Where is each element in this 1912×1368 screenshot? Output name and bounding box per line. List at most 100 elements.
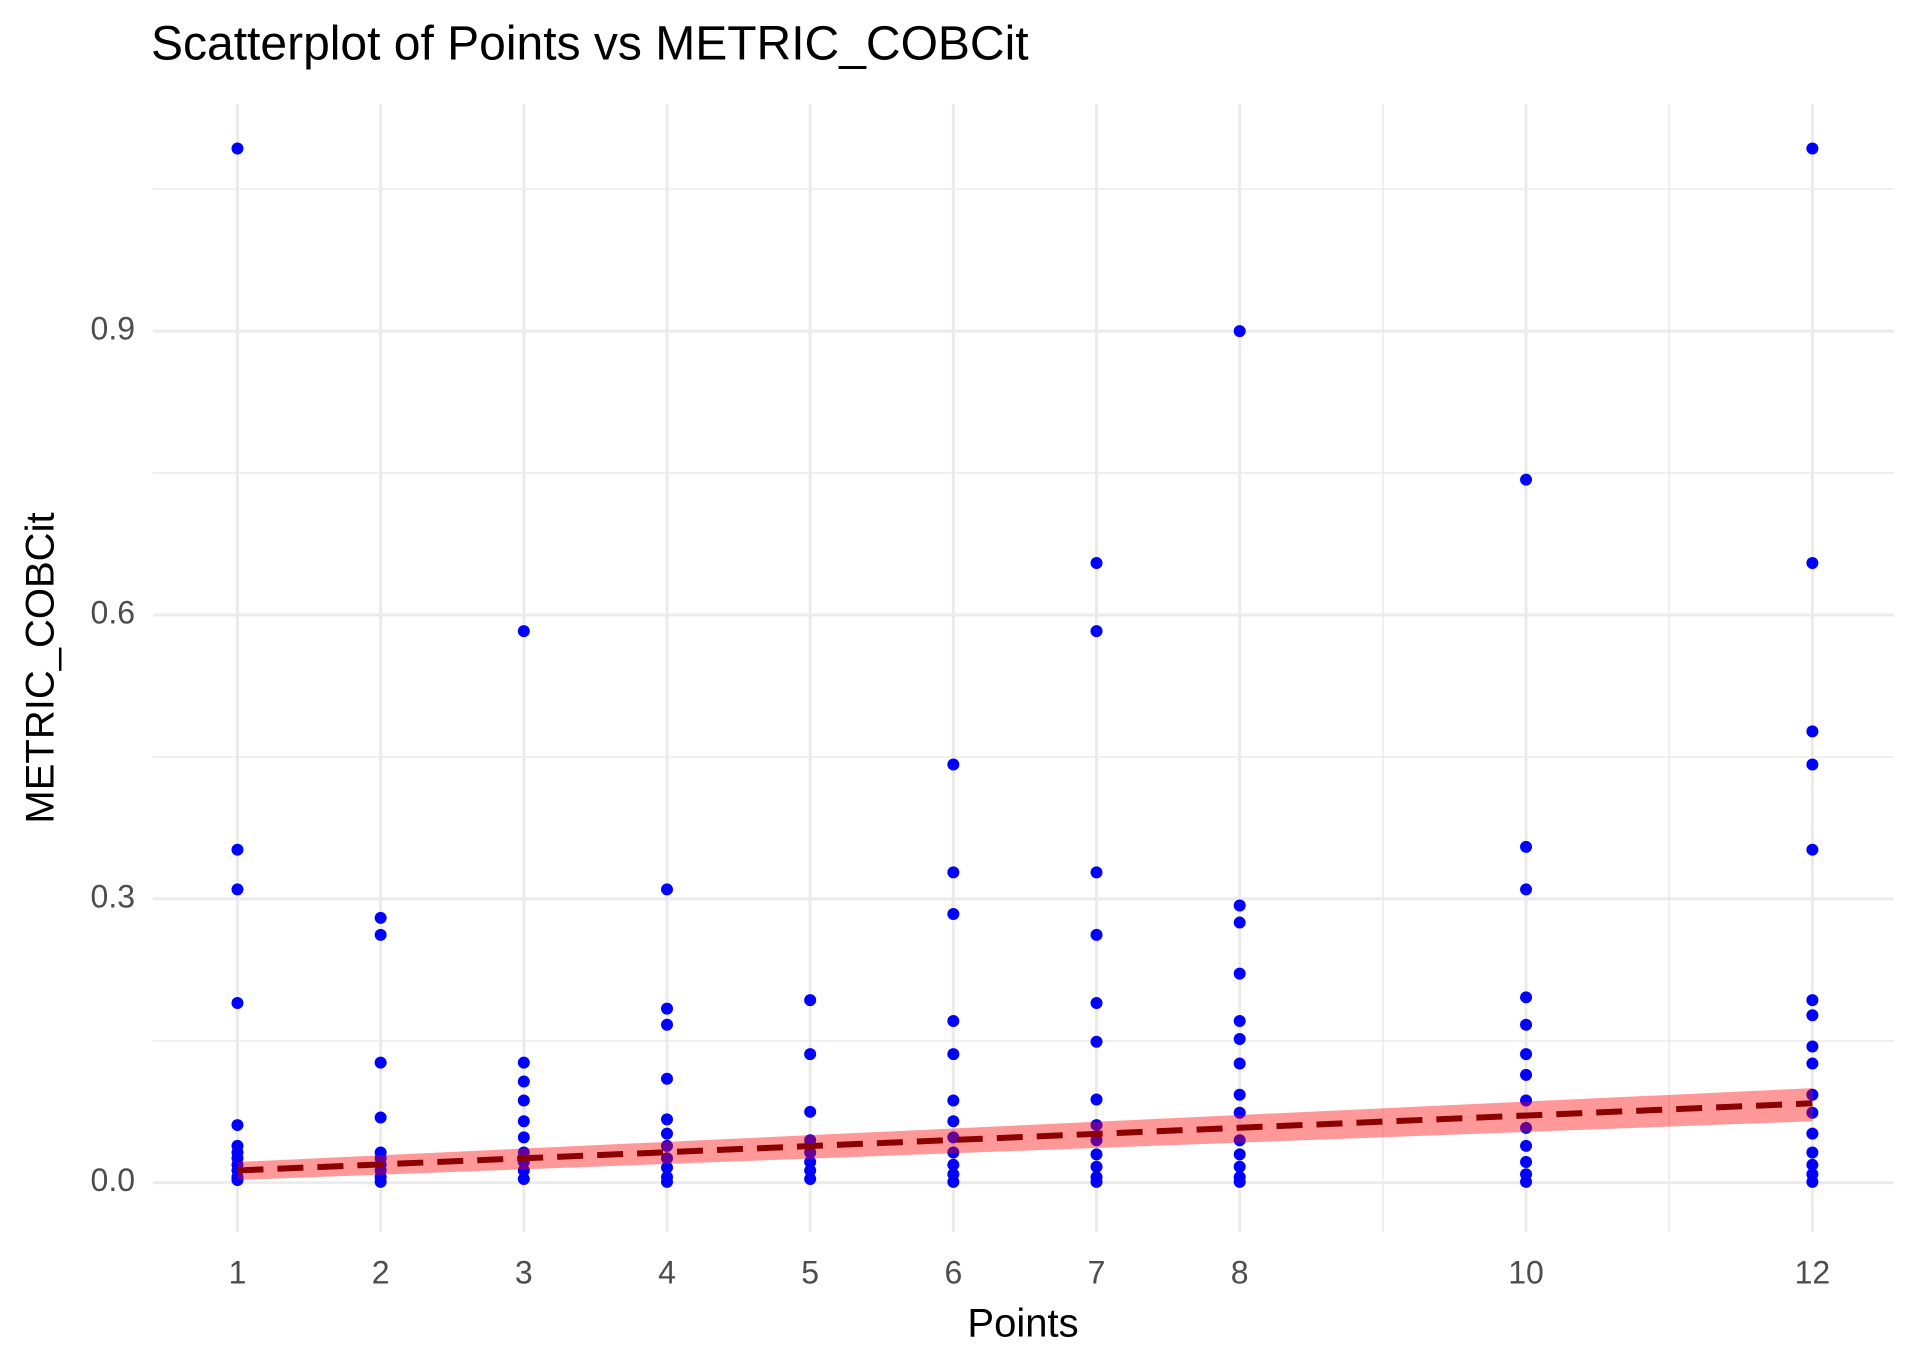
point <box>1806 142 1819 155</box>
point <box>660 1127 673 1140</box>
point <box>231 883 244 896</box>
x-tick-label: 2 <box>372 1254 390 1290</box>
point <box>1806 758 1819 771</box>
point <box>1233 1032 1246 1045</box>
point <box>1806 1009 1819 1022</box>
point <box>1520 840 1533 853</box>
point <box>517 1164 530 1177</box>
x-tick-label: 12 <box>1795 1254 1831 1290</box>
x-tick-label: 6 <box>944 1254 962 1290</box>
point <box>947 908 960 921</box>
point <box>1233 1106 1246 1119</box>
y-tick-label: 0.0 <box>91 1162 135 1198</box>
point <box>1520 1094 1533 1107</box>
point <box>1520 1121 1533 1134</box>
x-tick-label: 1 <box>229 1254 247 1290</box>
point <box>947 1175 960 1188</box>
point <box>1806 843 1819 856</box>
point <box>1806 1175 1819 1188</box>
point <box>1233 1160 1246 1173</box>
point <box>374 1111 387 1124</box>
point <box>660 883 673 896</box>
point <box>374 1175 387 1188</box>
point <box>804 994 817 1007</box>
y-tick-label: 0.3 <box>91 878 135 914</box>
point <box>517 1173 530 1186</box>
point <box>1090 625 1103 638</box>
x-tick-label: 4 <box>658 1254 676 1290</box>
point <box>1520 1018 1533 1031</box>
point <box>660 1152 673 1165</box>
point <box>1233 1057 1246 1070</box>
point <box>517 1131 530 1144</box>
point <box>1520 1048 1533 1061</box>
point <box>804 1105 817 1118</box>
point <box>374 911 387 924</box>
point <box>1233 1148 1246 1161</box>
point <box>517 1094 530 1107</box>
point <box>1233 899 1246 912</box>
point <box>374 928 387 941</box>
point <box>1233 1175 1246 1188</box>
point <box>804 1173 817 1186</box>
point <box>517 625 530 638</box>
point <box>947 1115 960 1128</box>
point <box>947 1048 960 1061</box>
point <box>1806 1158 1819 1171</box>
point <box>1806 1057 1819 1070</box>
point <box>1090 1160 1103 1173</box>
point <box>1806 994 1819 1007</box>
x-tick-label: 3 <box>515 1254 533 1290</box>
point <box>1090 1119 1103 1132</box>
point <box>517 1115 530 1128</box>
point <box>1806 725 1819 738</box>
point <box>1233 967 1246 980</box>
chart-title: Scatterplot of Points vs METRIC_COBCit <box>151 18 1029 71</box>
point <box>804 1164 817 1177</box>
point <box>1806 1127 1819 1140</box>
confidence-band <box>237 1088 1813 1180</box>
point <box>947 866 960 879</box>
point <box>1806 1088 1819 1101</box>
point <box>804 1048 817 1061</box>
point <box>1806 1106 1819 1119</box>
point <box>1520 1175 1533 1188</box>
y-tick-label: 0.6 <box>91 594 135 630</box>
point <box>660 1175 673 1188</box>
point <box>517 1075 530 1088</box>
point <box>1090 556 1103 569</box>
point <box>1806 1146 1819 1159</box>
point <box>1090 1134 1103 1147</box>
point <box>947 1158 960 1171</box>
point <box>1090 1148 1103 1161</box>
y-tick-label: 0.9 <box>91 311 135 347</box>
point <box>1520 1068 1533 1081</box>
point <box>1806 1040 1819 1053</box>
point <box>231 142 244 155</box>
x-axis-title: Points <box>967 1302 1078 1346</box>
point <box>1520 1155 1533 1168</box>
point <box>660 1002 673 1015</box>
point <box>1233 1134 1246 1147</box>
point <box>947 1131 960 1144</box>
point <box>231 843 244 856</box>
point <box>1520 473 1533 486</box>
point <box>1520 991 1533 1004</box>
x-tick-label: 10 <box>1508 1254 1544 1290</box>
fit-line <box>237 1100 1813 1174</box>
x-tick-label: 8 <box>1231 1254 1249 1290</box>
point <box>1090 1175 1103 1188</box>
point <box>374 1056 387 1069</box>
x-tick-label: 5 <box>801 1254 819 1290</box>
point <box>517 1056 530 1069</box>
point <box>1233 1014 1246 1027</box>
point <box>1090 1035 1103 1048</box>
point <box>947 758 960 771</box>
point <box>804 1155 817 1168</box>
y-axis-title: METRIC_COBCit <box>19 512 63 823</box>
point <box>1090 866 1103 879</box>
point <box>231 996 244 1009</box>
point <box>1520 883 1533 896</box>
point <box>1090 1093 1103 1106</box>
